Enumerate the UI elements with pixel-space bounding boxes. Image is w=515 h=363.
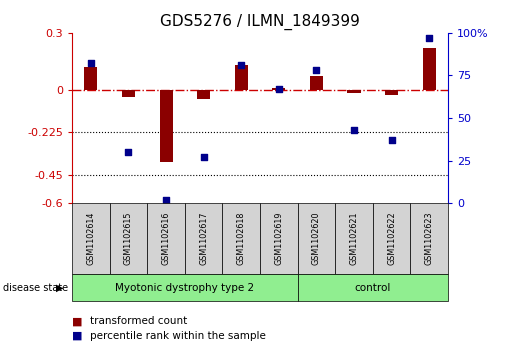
Bar bbox=[84, 67, 97, 90]
Point bbox=[425, 35, 434, 41]
Point bbox=[388, 137, 396, 143]
Bar bbox=[197, 90, 210, 99]
Point bbox=[162, 197, 170, 203]
Bar bbox=[272, 87, 285, 90]
Text: GSM1102623: GSM1102623 bbox=[425, 212, 434, 265]
Text: control: control bbox=[355, 283, 391, 293]
Text: GSM1102621: GSM1102621 bbox=[350, 212, 358, 265]
Point bbox=[200, 154, 208, 160]
Text: ■: ■ bbox=[72, 331, 82, 341]
Point bbox=[312, 67, 320, 73]
Text: percentile rank within the sample: percentile rank within the sample bbox=[90, 331, 266, 341]
Title: GDS5276 / ILMN_1849399: GDS5276 / ILMN_1849399 bbox=[160, 14, 360, 30]
Bar bbox=[385, 90, 398, 95]
Bar bbox=[235, 65, 248, 90]
Bar bbox=[423, 48, 436, 90]
Point bbox=[350, 127, 358, 133]
Text: GSM1102615: GSM1102615 bbox=[124, 212, 133, 265]
Text: GSM1102622: GSM1102622 bbox=[387, 212, 396, 265]
Text: GSM1102618: GSM1102618 bbox=[237, 212, 246, 265]
Point bbox=[237, 62, 245, 68]
Text: Myotonic dystrophy type 2: Myotonic dystrophy type 2 bbox=[115, 283, 254, 293]
Text: transformed count: transformed count bbox=[90, 316, 187, 326]
Bar bbox=[348, 90, 360, 93]
Text: disease state: disease state bbox=[3, 283, 67, 293]
Point bbox=[125, 149, 133, 155]
Point bbox=[275, 86, 283, 92]
Point bbox=[87, 61, 95, 66]
Text: GSM1102617: GSM1102617 bbox=[199, 212, 208, 265]
Bar bbox=[160, 90, 173, 162]
Text: ■: ■ bbox=[72, 316, 82, 326]
Bar bbox=[122, 90, 135, 97]
Text: ▶: ▶ bbox=[56, 283, 63, 293]
Text: GSM1102619: GSM1102619 bbox=[274, 212, 283, 265]
Text: GSM1102614: GSM1102614 bbox=[87, 212, 95, 265]
Text: GSM1102616: GSM1102616 bbox=[162, 212, 170, 265]
Text: GSM1102620: GSM1102620 bbox=[312, 212, 321, 265]
Bar bbox=[310, 76, 323, 90]
